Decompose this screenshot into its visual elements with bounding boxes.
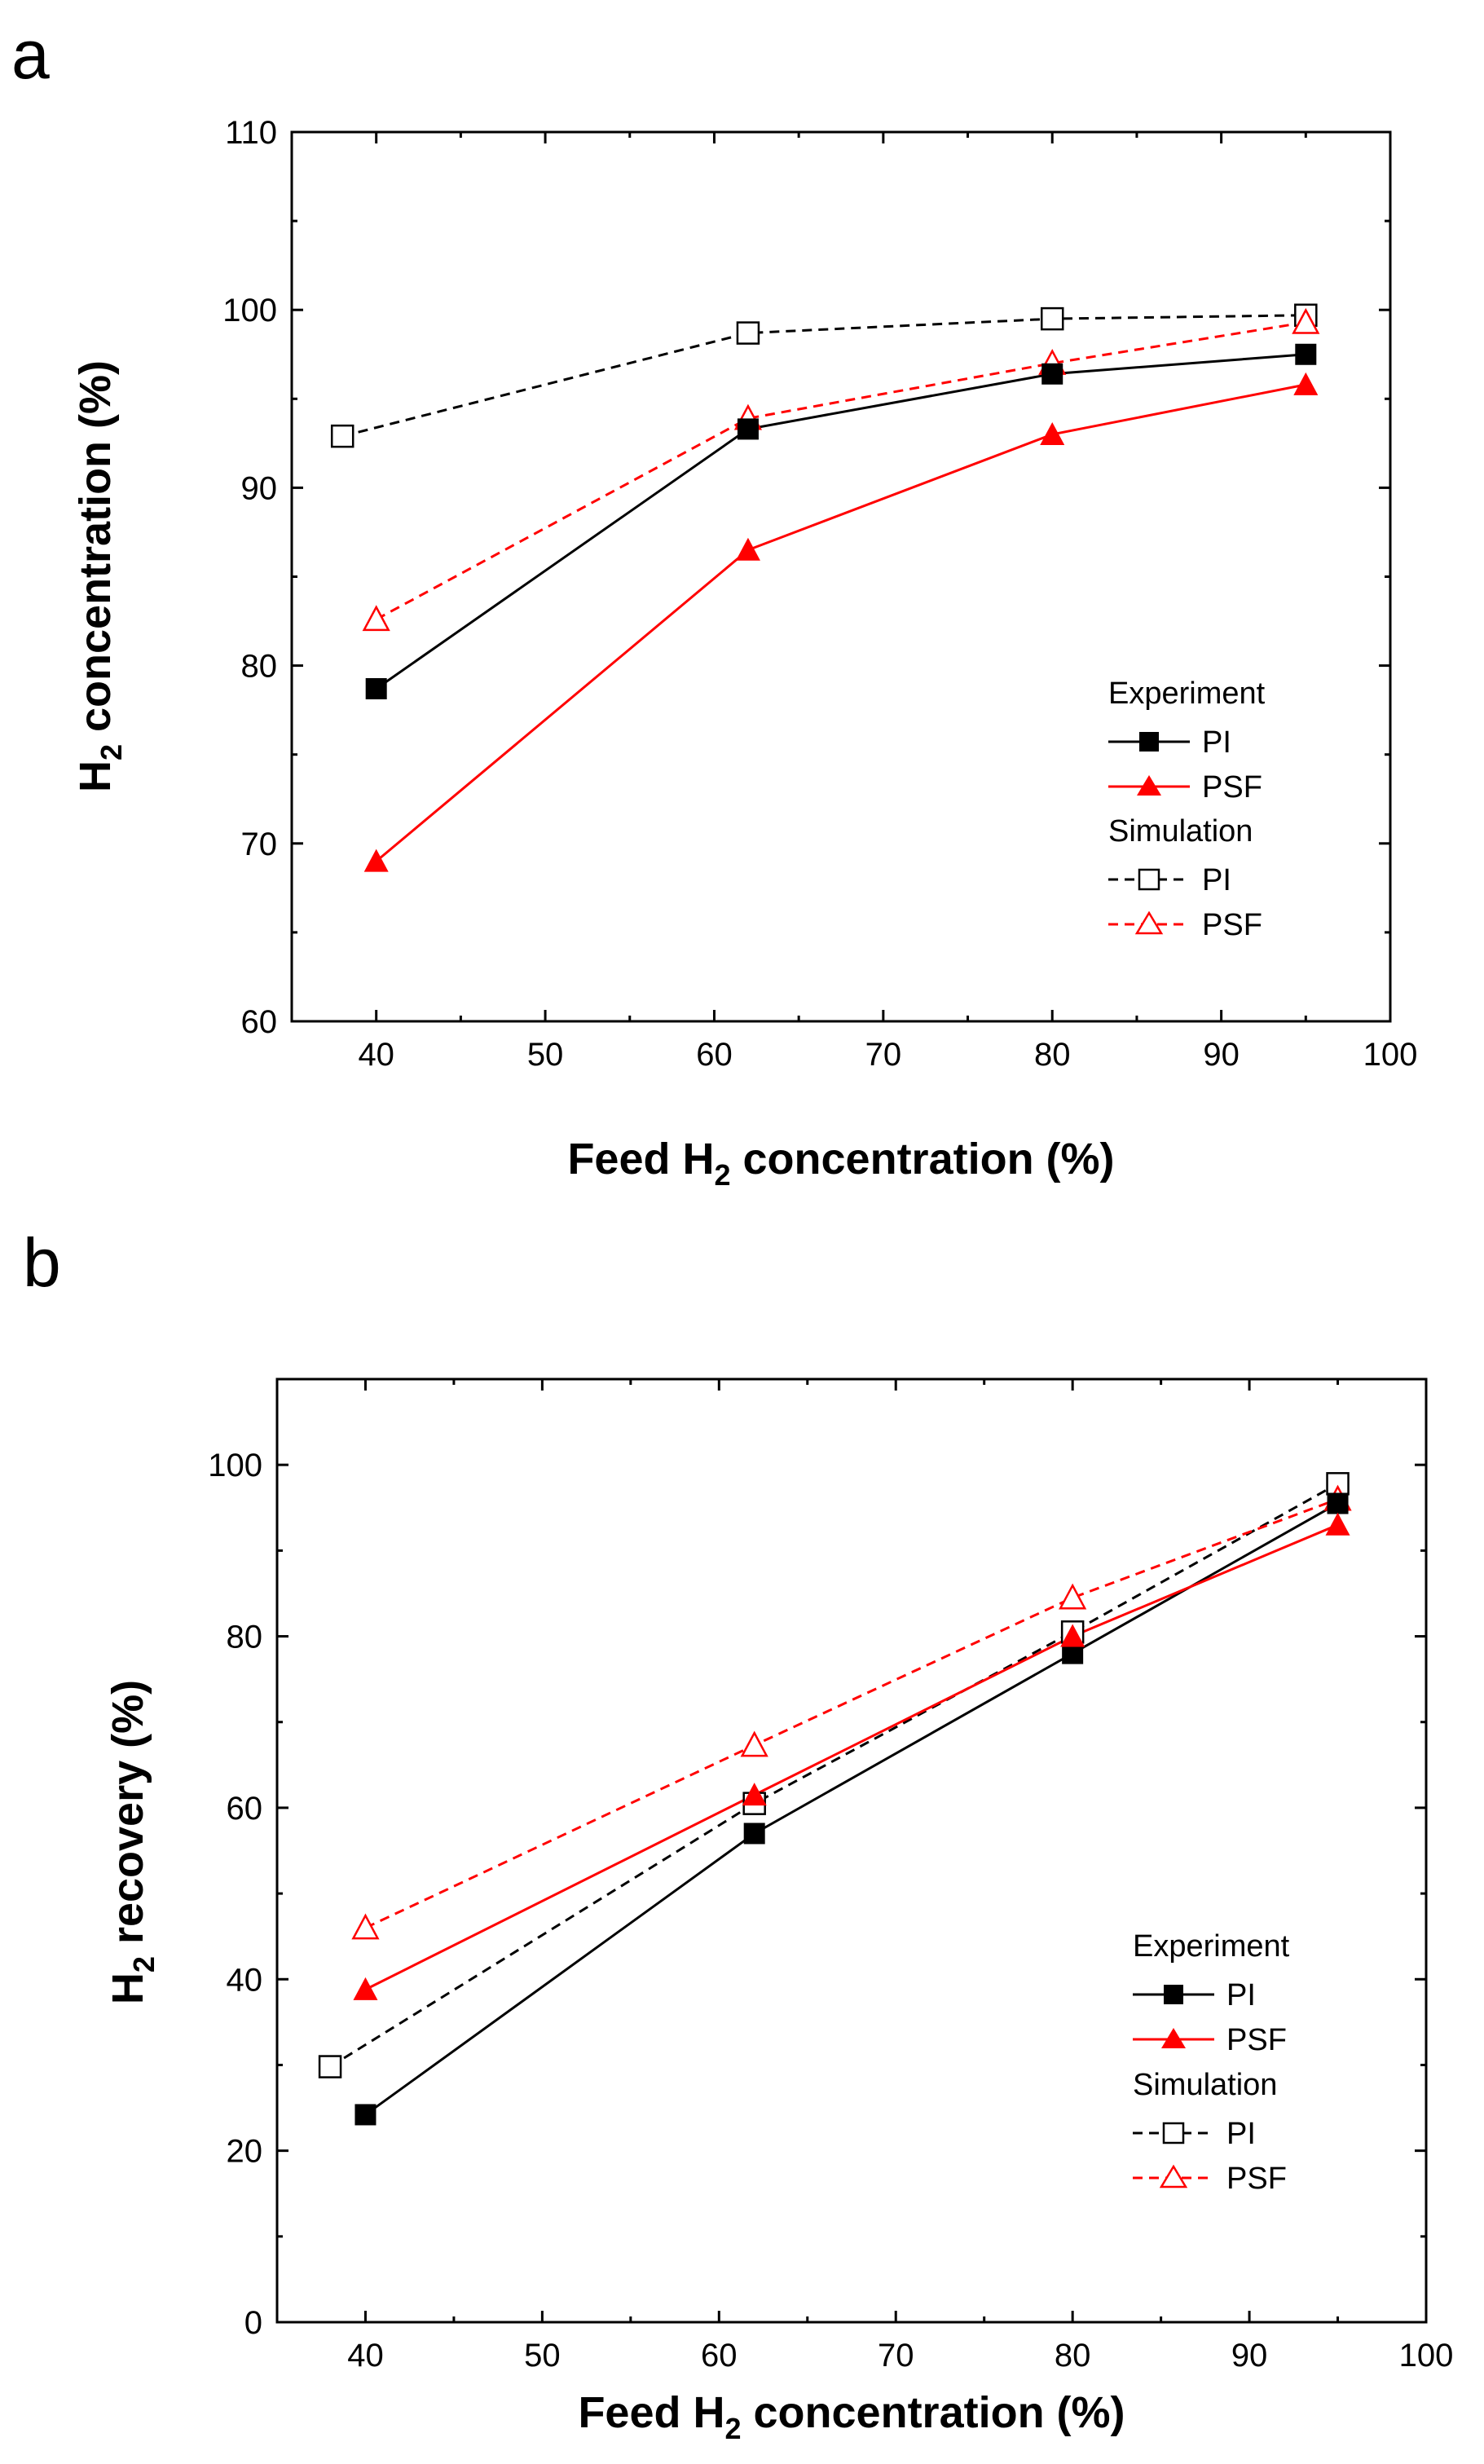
series-line-experiment-psf [364,1523,1339,1991]
x-tick-label-80: 80 [1034,1037,1071,1073]
panel-b-y-axis-title: H2 recovery (%) [103,1680,161,2004]
data-point-experiment-psf-95 [1293,372,1319,395]
legend-label-experiment-pi: PI [1202,725,1231,760]
x-tick-label-80: 80 [1055,2338,1091,2374]
data-point-experiment-psf-62 [735,537,760,561]
y-tick-label-40: 40 [227,1962,263,1998]
series-line-simulation-pi [341,314,1306,438]
panel-b-series [318,1472,1352,2126]
data-point-experiment-psf-95 [1325,1512,1350,1536]
series-line-simulation-psf [375,320,1306,621]
legend-experiment-header: Experiment [1108,677,1266,711]
panel-a: a 40 50 60 70 80 90 100 60 70 80 90 100 110 Feed H2 … [11,16,1417,1192]
data-point-experiment-pi-40 [365,677,387,699]
data-point-experiment-psf-80 [1060,1624,1085,1647]
legend-marker-simulation-psf [1159,2164,1188,2189]
x-tick-label-40: 40 [358,1037,394,1073]
legend-label-simulation-psf: PSF [1226,2162,1287,2196]
legend-marker-experiment-psf [1137,775,1161,796]
y-tick-label-110: 110 [225,115,277,151]
x-tick-label-70: 70 [878,2338,914,2374]
legend-simulation-header: Simulation [1108,814,1253,849]
data-point-experiment-psf-62 [742,1783,767,1806]
panel-a-tick-labels: 40 50 60 70 80 90 100 60 70 80 90 100 110 [222,115,1417,1073]
legend-marker-experiment-psf [1161,2028,1186,2048]
legend-marker-simulation-pi [1162,2122,1185,2144]
legend-simulation-header: Simulation [1133,2068,1277,2102]
data-point-experiment-pi-95 [1295,343,1317,365]
panel-b-x-axis-title: Feed H2 concentration (%) [578,2388,1125,2445]
x-tick-label-60: 60 [696,1037,733,1073]
y-tick-label-60: 60 [227,1791,263,1827]
data-point-experiment-pi-95 [1327,1492,1349,1514]
x-tick-label-50: 50 [527,1037,564,1073]
data-point-experiment-psf-40 [353,1977,378,2000]
panel-a-x-axis-title: Feed H2 concentration (%) [567,1135,1114,1192]
panel-b-tick-labels: 40 50 60 70 80 90 100 0 20 40 60 80 100 [208,1448,1453,2374]
y-tick-label-80: 80 [227,1620,263,1655]
data-point-simulation-psf-40 [362,605,390,632]
series-line-simulation-psf [364,1497,1339,1929]
series-line-simulation-pi [329,1483,1339,2068]
data-point-experiment-pi-40 [354,2104,377,2126]
legend-label-experiment-psf: PSF [1202,770,1262,804]
y-tick-label-80: 80 [241,649,278,685]
panel-b: b 40 50 60 70 80 90 100 0 20 40 60 80 100 Feed H2 co… [23,1224,1453,2445]
panel-a-letter: a [11,16,50,93]
panel-b-legend: Experiment PI PSF Simulation PI PSF [1133,1929,1290,2196]
legend-label-simulation-psf: PSF [1202,908,1262,942]
panel-a-legend: Experiment PI PSF Simulation PI PSF [1108,677,1266,942]
panel-b-letter: b [23,1224,61,1301]
y-tick-label-90: 90 [241,470,278,506]
data-point-simulation-pi-62 [736,321,760,345]
panel-a-plot-frame [290,130,1392,1023]
x-tick-label-90: 90 [1231,2338,1268,2374]
data-point-experiment-pi-80 [1041,363,1063,385]
series-line-experiment-pi [364,1502,1339,2116]
y-tick-label-60: 60 [241,1004,278,1040]
data-point-simulation-pi-80 [1040,306,1064,331]
data-point-experiment-pi-62 [743,1823,765,1845]
legend-label-simulation-pi: PI [1202,863,1231,897]
y-tick-label-70: 70 [241,826,278,862]
legend-marker-experiment-pi [1139,732,1159,752]
legend-experiment-header: Experiment [1133,1929,1290,1964]
data-point-experiment-psf-80 [1040,421,1065,445]
data-point-simulation-psf-40 [351,1913,380,1940]
y-tick-label-100: 100 [222,293,277,328]
series-line-experiment-psf [375,383,1306,862]
legend-marker-simulation-pi [1138,868,1160,891]
x-tick-label-100: 100 [1363,1037,1418,1073]
legend-label-experiment-pi: PI [1226,1978,1256,2012]
x-tick-label-70: 70 [865,1037,902,1073]
data-point-experiment-psf-40 [363,849,389,872]
data-point-simulation-pi-38 [318,2055,342,2078]
panel-a-y-axis-title: H2 concentration (%) [71,360,128,792]
data-point-simulation-psf-62 [740,1730,768,1757]
legend-label-simulation-pi: PI [1226,2117,1256,2151]
x-tick-label-50: 50 [524,2338,561,2374]
x-tick-label-40: 40 [347,2338,384,2374]
data-point-experiment-pi-62 [737,418,759,440]
y-tick-label-20: 20 [227,2134,263,2170]
y-tick-label-100: 100 [208,1448,262,1483]
data-point-simulation-pi-38 [330,424,354,448]
series-line-experiment-pi [375,353,1306,690]
legend-marker-experiment-pi [1164,1985,1183,2004]
data-point-simulation-psf-80 [1059,1583,1087,1610]
panel-b-plot-frame [275,1377,1428,2324]
legend-label-experiment-psf: PSF [1226,2023,1287,2057]
legend-marker-simulation-psf [1134,910,1164,935]
data-point-simulation-psf-95 [1292,307,1320,334]
x-tick-label-100: 100 [1399,2338,1454,2374]
y-tick-label-0: 0 [244,2305,262,2341]
x-tick-label-60: 60 [701,2338,738,2374]
panel-a-series [330,303,1320,872]
x-tick-label-90: 90 [1203,1037,1240,1073]
